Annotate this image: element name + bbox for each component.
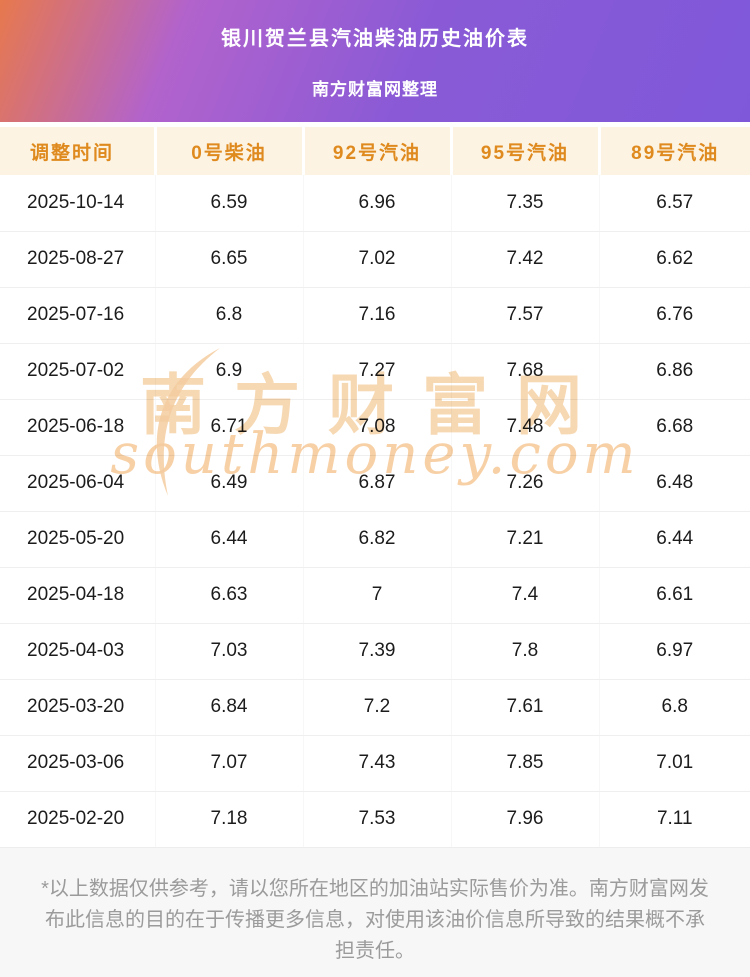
disclaimer-text: *以上数据仅供参考，请以您所在地区的加油站实际售价为准。南方财富网发布此信息的目…	[0, 847, 750, 977]
price-cell: 7.01	[599, 735, 750, 792]
table-row: 2025-05-20 6.44 6.82 7.21 6.44	[0, 511, 750, 568]
price-cell: 6.44	[599, 511, 750, 568]
date-cell: 2025-07-02	[0, 343, 156, 400]
price-cell: 7.02	[303, 231, 452, 288]
price-cell: 6.84	[155, 679, 304, 736]
price-cell: 6.68	[599, 399, 750, 456]
price-cell: 7.11	[599, 791, 750, 848]
table-row: 2025-08-27 6.65 7.02 7.42 6.62	[0, 231, 750, 288]
table-row: 2025-03-20 6.84 7.2 7.61 6.8	[0, 679, 750, 736]
price-cell: 6.44	[155, 511, 304, 568]
table-row: 2025-02-20 7.18 7.53 7.96 7.11	[0, 791, 750, 848]
date-cell: 2025-05-20	[0, 511, 156, 568]
price-cell: 6.96	[303, 175, 452, 232]
table-row: 2025-03-06 7.07 7.43 7.85 7.01	[0, 735, 750, 792]
price-cell: 7.07	[155, 735, 304, 792]
price-cell: 6.97	[599, 623, 750, 680]
price-cell: 7	[303, 567, 452, 624]
price-cell: 7.21	[451, 511, 600, 568]
price-cell: 6.65	[155, 231, 304, 288]
price-cell: 7.61	[451, 679, 600, 736]
date-cell: 2025-04-18	[0, 567, 156, 624]
price-cell: 7.43	[303, 735, 452, 792]
price-cell: 7.03	[155, 623, 304, 680]
price-cell: 6.71	[155, 399, 304, 456]
page-subtitle: 南方财富网整理	[312, 80, 438, 99]
price-cell: 7.68	[451, 343, 600, 400]
price-cell: 6.62	[599, 231, 750, 288]
price-cell: 6.9	[155, 343, 304, 400]
price-cell: 6.63	[155, 567, 304, 624]
price-cell: 7.35	[451, 175, 600, 232]
date-cell: 2025-06-18	[0, 399, 156, 456]
price-cell: 6.87	[303, 455, 452, 512]
price-cell: 6.48	[599, 455, 750, 512]
table-row: 2025-06-18 6.71 7.08 7.48 6.68	[0, 399, 750, 456]
price-cell: 7.2	[303, 679, 452, 736]
price-cell: 7.42	[451, 231, 600, 288]
price-cell: 7.39	[303, 623, 452, 680]
table-header-row: 调整时间 0号柴油 92号汽油 95号汽油 89号汽油	[0, 127, 750, 175]
table-row: 2025-06-04 6.49 6.87 7.26 6.48	[0, 455, 750, 512]
table-row: 2025-04-18 6.63 7 7.4 6.61	[0, 567, 750, 624]
price-cell: 7.18	[155, 791, 304, 848]
price-cell: 6.61	[599, 567, 750, 624]
col-header-date: 调整时间	[0, 127, 155, 175]
col-header-gas89: 89号汽油	[597, 127, 750, 175]
table-body: 2025-10-14 6.59 6.96 7.35 6.57 2025-08-27 6.65…	[0, 175, 750, 848]
date-cell: 2025-08-27	[0, 231, 156, 288]
price-cell: 7.26	[451, 455, 600, 512]
col-header-gas95: 95号汽油	[449, 127, 599, 175]
price-cell: 6.59	[155, 175, 304, 232]
price-cell: 6.8	[155, 287, 304, 344]
price-cell: 7.85	[451, 735, 600, 792]
price-cell: 7.96	[451, 791, 600, 848]
date-cell: 2025-10-14	[0, 175, 156, 232]
table-row: 2025-04-03 7.03 7.39 7.8 6.97	[0, 623, 750, 680]
date-cell: 2025-03-20	[0, 679, 156, 736]
date-cell: 2025-03-06	[0, 735, 156, 792]
col-header-diesel0: 0号柴油	[153, 127, 303, 175]
table-row: 2025-07-02 6.9 7.27 7.68 6.86	[0, 343, 750, 400]
banner: 银川贺兰县汽油柴油历史油价表 南方财富网整理	[0, 0, 750, 122]
price-table: 调整时间 0号柴油 92号汽油 95号汽油 89号汽油 2025-10-14 6.…	[0, 127, 750, 848]
price-cell: 7.48	[451, 399, 600, 456]
price-cell: 7.8	[451, 623, 600, 680]
price-cell: 7.57	[451, 287, 600, 344]
page-title: 银川贺兰县汽油柴油历史油价表	[221, 28, 529, 50]
price-cell: 7.16	[303, 287, 452, 344]
date-cell: 2025-02-20	[0, 791, 156, 848]
price-cell: 6.57	[599, 175, 750, 232]
table-row: 2025-10-14 6.59 6.96 7.35 6.57	[0, 175, 750, 232]
table-row: 2025-07-16 6.8 7.16 7.57 6.76	[0, 287, 750, 344]
price-cell: 6.86	[599, 343, 750, 400]
col-header-gas92: 92号汽油	[301, 127, 451, 175]
date-cell: 2025-04-03	[0, 623, 156, 680]
date-cell: 2025-06-04	[0, 455, 156, 512]
price-cell: 6.49	[155, 455, 304, 512]
price-cell: 7.08	[303, 399, 452, 456]
price-cell: 7.4	[451, 567, 600, 624]
price-cell: 6.76	[599, 287, 750, 344]
date-cell: 2025-07-16	[0, 287, 156, 344]
price-cell: 7.27	[303, 343, 452, 400]
price-cell: 6.82	[303, 511, 452, 568]
price-cell: 7.53	[303, 791, 452, 848]
price-cell: 6.8	[599, 679, 750, 736]
